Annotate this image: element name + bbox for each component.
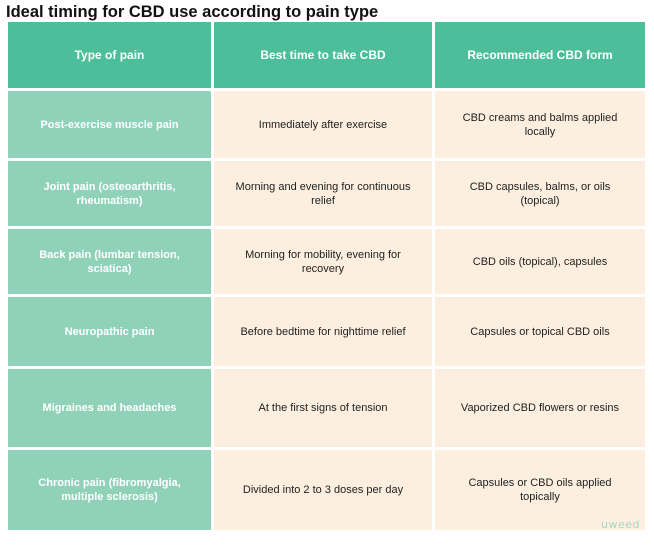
row-label: Chronic pain (fibromyalgia, multiple scl… <box>8 450 211 530</box>
page-title: Ideal timing for CBD use according to pa… <box>6 3 379 21</box>
table-cell: Morning and evening for continuous relie… <box>214 161 432 226</box>
table-cell: Vaporized CBD flowers or resins <box>435 369 645 447</box>
table-cell: Immediately after exercise <box>214 91 432 158</box>
table-cell: Before bedtime for nighttime relief <box>214 297 432 366</box>
row-label: Joint pain (osteoarthritis, rheumatism) <box>8 161 211 226</box>
row-label: Post-exercise muscle pain <box>8 91 211 158</box>
table-cell: CBD creams and balms applied locally <box>435 91 645 158</box>
table-cell: CBD oils (topical), capsules <box>435 229 645 294</box>
brand-logo: uweed <box>601 518 640 531</box>
cbd-timing-table: Type of pain Best time to take CBD Recom… <box>8 22 646 534</box>
table-cell: At the first signs of tension <box>214 369 432 447</box>
column-header-cbd-form: Recommended CBD form <box>435 22 645 88</box>
table-cell: CBD capsules, balms, or oils (topical) <box>435 161 645 226</box>
column-header-best-time: Best time to take CBD <box>214 22 432 88</box>
table-cell: Capsules or CBD oils applied topically <box>435 450 645 530</box>
table-cell: Divided into 2 to 3 doses per day <box>214 450 432 530</box>
row-label: Back pain (lumbar tension, sciatica) <box>8 229 211 294</box>
table-cell: Morning for mobility, evening for recove… <box>214 229 432 294</box>
row-label: Migraines and headaches <box>8 369 211 447</box>
row-label: Neuropathic pain <box>8 297 211 366</box>
column-header-pain-type: Type of pain <box>8 22 211 88</box>
table-cell: Capsules or topical CBD oils <box>435 297 645 366</box>
